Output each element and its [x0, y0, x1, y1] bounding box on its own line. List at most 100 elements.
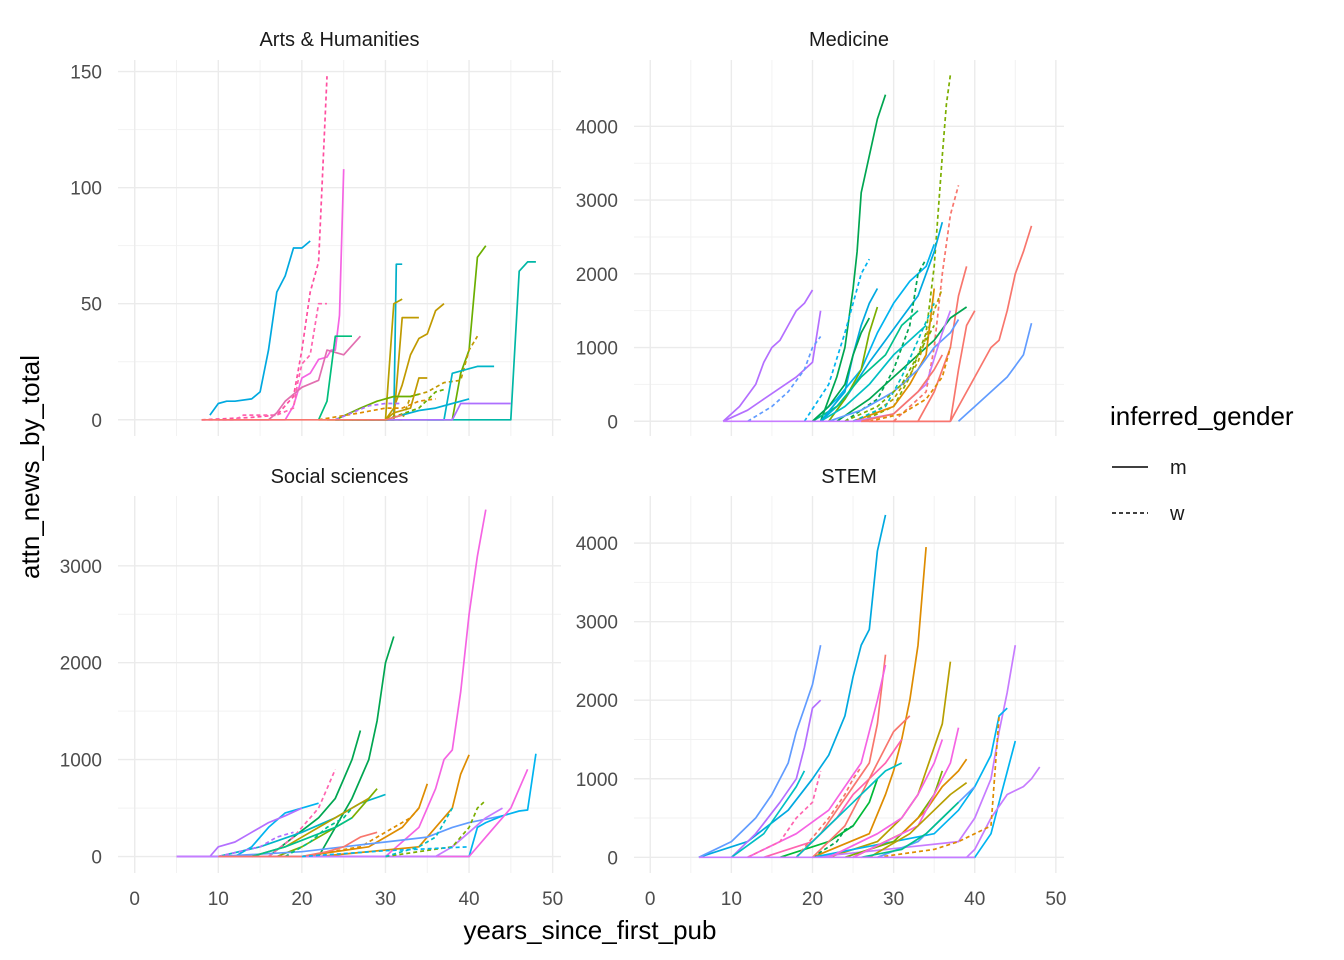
y-tick-label: 0 [91, 411, 102, 432]
x-tick-label: 40 [964, 889, 985, 910]
legend: inferred_gender m w [1110, 401, 1294, 525]
series-line-m [722, 310, 822, 423]
facet-title: Arts & Humanities [259, 29, 419, 51]
series-line-m [335, 298, 403, 421]
series-line-m [812, 645, 1017, 859]
series-line-w [747, 770, 822, 859]
series-line-m [334, 393, 420, 421]
series-line-m [893, 740, 1017, 859]
series-line-m [301, 768, 529, 858]
y-tick-label: 0 [607, 848, 618, 869]
series-line-m [730, 699, 822, 858]
series-line-m [698, 645, 822, 859]
series-line-m [893, 766, 1041, 859]
series-line-m [201, 414, 403, 421]
series-line-w [812, 825, 854, 859]
series-line-m [318, 754, 470, 858]
y-tick-label: 4000 [576, 117, 618, 138]
series-line-w [335, 335, 479, 421]
series-line-m [812, 310, 919, 423]
y-axis-title: attn_news_by_total [15, 355, 45, 579]
x-tick-label: 20 [802, 889, 823, 910]
series-line-w [747, 335, 822, 423]
series-line-m [267, 730, 362, 858]
y-tick-label: 3000 [60, 557, 102, 578]
series-line-m [218, 814, 503, 858]
y-tick-label: 2000 [60, 654, 102, 675]
facet-panel: 0 50 100 150 Arts & Humanities [70, 29, 561, 436]
series-line-w [334, 402, 403, 421]
series-line-m [218, 335, 362, 421]
legend-title: inferred_gender [1110, 401, 1294, 431]
series-line-m [819, 94, 887, 422]
series-line-m [317, 335, 352, 421]
series-line-w [318, 398, 436, 421]
series-line-m [828, 306, 879, 422]
y-tick-label: 1000 [60, 751, 102, 772]
x-tick-label: 50 [542, 889, 563, 910]
series-line-m [218, 753, 537, 858]
series-line-m [811, 317, 871, 422]
x-tick-label: 50 [1045, 889, 1066, 910]
series-line-m [819, 288, 879, 422]
series-line-m [949, 225, 1033, 422]
legend-label-m: m [1170, 457, 1187, 479]
x-tick-label: 0 [129, 889, 140, 910]
series-line-w [869, 347, 952, 423]
y-tick-label: 100 [70, 179, 102, 200]
x-tick-label: 30 [883, 889, 904, 910]
series-line-m [861, 801, 960, 859]
series-line-m [747, 664, 887, 859]
series-line-w [201, 76, 328, 421]
series-line-m [811, 244, 935, 422]
series-line-w [860, 288, 944, 423]
x-tick-label: 0 [645, 889, 656, 910]
y-tick-label: 2000 [576, 691, 618, 712]
series-line-w [218, 831, 294, 858]
series-line-m [201, 169, 345, 421]
series-line-m [828, 739, 944, 859]
series-line-m [317, 636, 395, 857]
series-line-w [844, 258, 927, 423]
y-tick-label: 150 [70, 63, 102, 84]
x-tick-label: 10 [721, 889, 742, 910]
series-line-m [852, 727, 960, 859]
series-line-w [803, 258, 871, 422]
y-tick-label: 0 [91, 848, 102, 869]
series-line-m [385, 261, 536, 421]
facet-panel: 0 1000 2000 3000 4000 Medicine [576, 29, 1064, 436]
x-axis-title: years_since_first_pub [464, 915, 717, 945]
series-line-m [852, 288, 936, 423]
series-line-m [828, 319, 960, 423]
series-line-m [868, 782, 968, 859]
series-line-w [877, 715, 1000, 859]
series-line-w [267, 768, 337, 858]
series-line-w [893, 185, 960, 422]
series-line-m [877, 785, 976, 859]
series-line-w [844, 324, 935, 423]
series-line-m [836, 306, 968, 423]
series-line-m [176, 509, 487, 858]
x-tick-label: 10 [208, 889, 229, 910]
series-line-m [301, 783, 429, 858]
x-tick-label: 20 [291, 889, 312, 910]
series-line-m [368, 402, 511, 421]
x-tick-label: 40 [458, 889, 479, 910]
y-tick-label: 2000 [576, 265, 618, 286]
series-line-m [811, 715, 911, 858]
series-line-w [860, 74, 952, 423]
series-line-w [385, 388, 445, 421]
facet-title: STEM [821, 466, 877, 488]
y-tick-label: 0 [607, 412, 618, 433]
series-line-m [251, 817, 353, 858]
facet-panel: 0 1000 2000 3000 0 10 20 30 40 50 Social sciences [60, 466, 563, 910]
series-line-w [852, 302, 935, 423]
y-tick-label: 1000 [576, 770, 618, 791]
y-tick-label: 3000 [576, 191, 618, 212]
series-line-m [828, 661, 952, 859]
facet-title: Social sciences [271, 466, 409, 488]
y-tick-label: 50 [81, 295, 102, 316]
series-line-m [861, 354, 944, 423]
